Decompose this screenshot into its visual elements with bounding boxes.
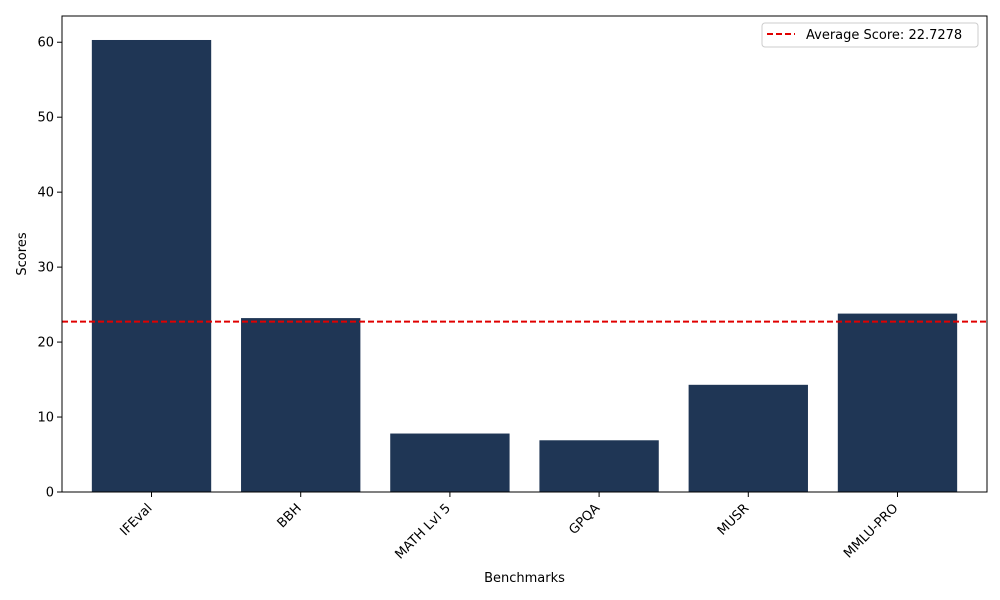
y-axis: 0 10 20 30 40 50 60 (37, 36, 62, 501)
y-tick-label: 30 (37, 261, 54, 276)
y-tick-label: 40 (37, 186, 54, 201)
plot-frame (61, 15, 988, 493)
legend-label: Average Score: 22.7278 (806, 28, 962, 43)
x-tick-label: MUSR (715, 501, 752, 538)
bar-math-lvl-5 (390, 433, 510, 492)
y-tick-label: 10 (37, 411, 54, 426)
bar-gpqa (539, 440, 659, 492)
y-tick-label: 60 (37, 36, 54, 51)
bar-mmlu-pro (837, 313, 958, 492)
bar-bbh (241, 318, 361, 492)
y-tick-label: 0 (46, 486, 54, 501)
legend-box (761, 22, 979, 48)
x-axis: IFEval BBH MATH Lvl 5 GPQA MUSR MMLU-PRO (117, 492, 901, 563)
x-tick-label: IFEval (117, 501, 155, 539)
bar-ifeval (91, 39, 212, 493)
legend: Average Score: 22.7278 (761, 22, 979, 48)
bars-group (91, 39, 958, 493)
x-tick-label: MMLU-PRO (841, 501, 901, 561)
bar-musr (688, 384, 808, 492)
x-tick-label: MATH Lvl 5 (392, 501, 453, 562)
y-tick-label: 20 (37, 336, 54, 351)
y-axis-label: Scores (15, 232, 30, 275)
x-tick-label: BBH (275, 501, 305, 531)
y-tick-label: 50 (37, 111, 54, 126)
x-tick-label: GPQA (566, 501, 603, 538)
x-axis-label: Benchmarks (484, 571, 565, 586)
